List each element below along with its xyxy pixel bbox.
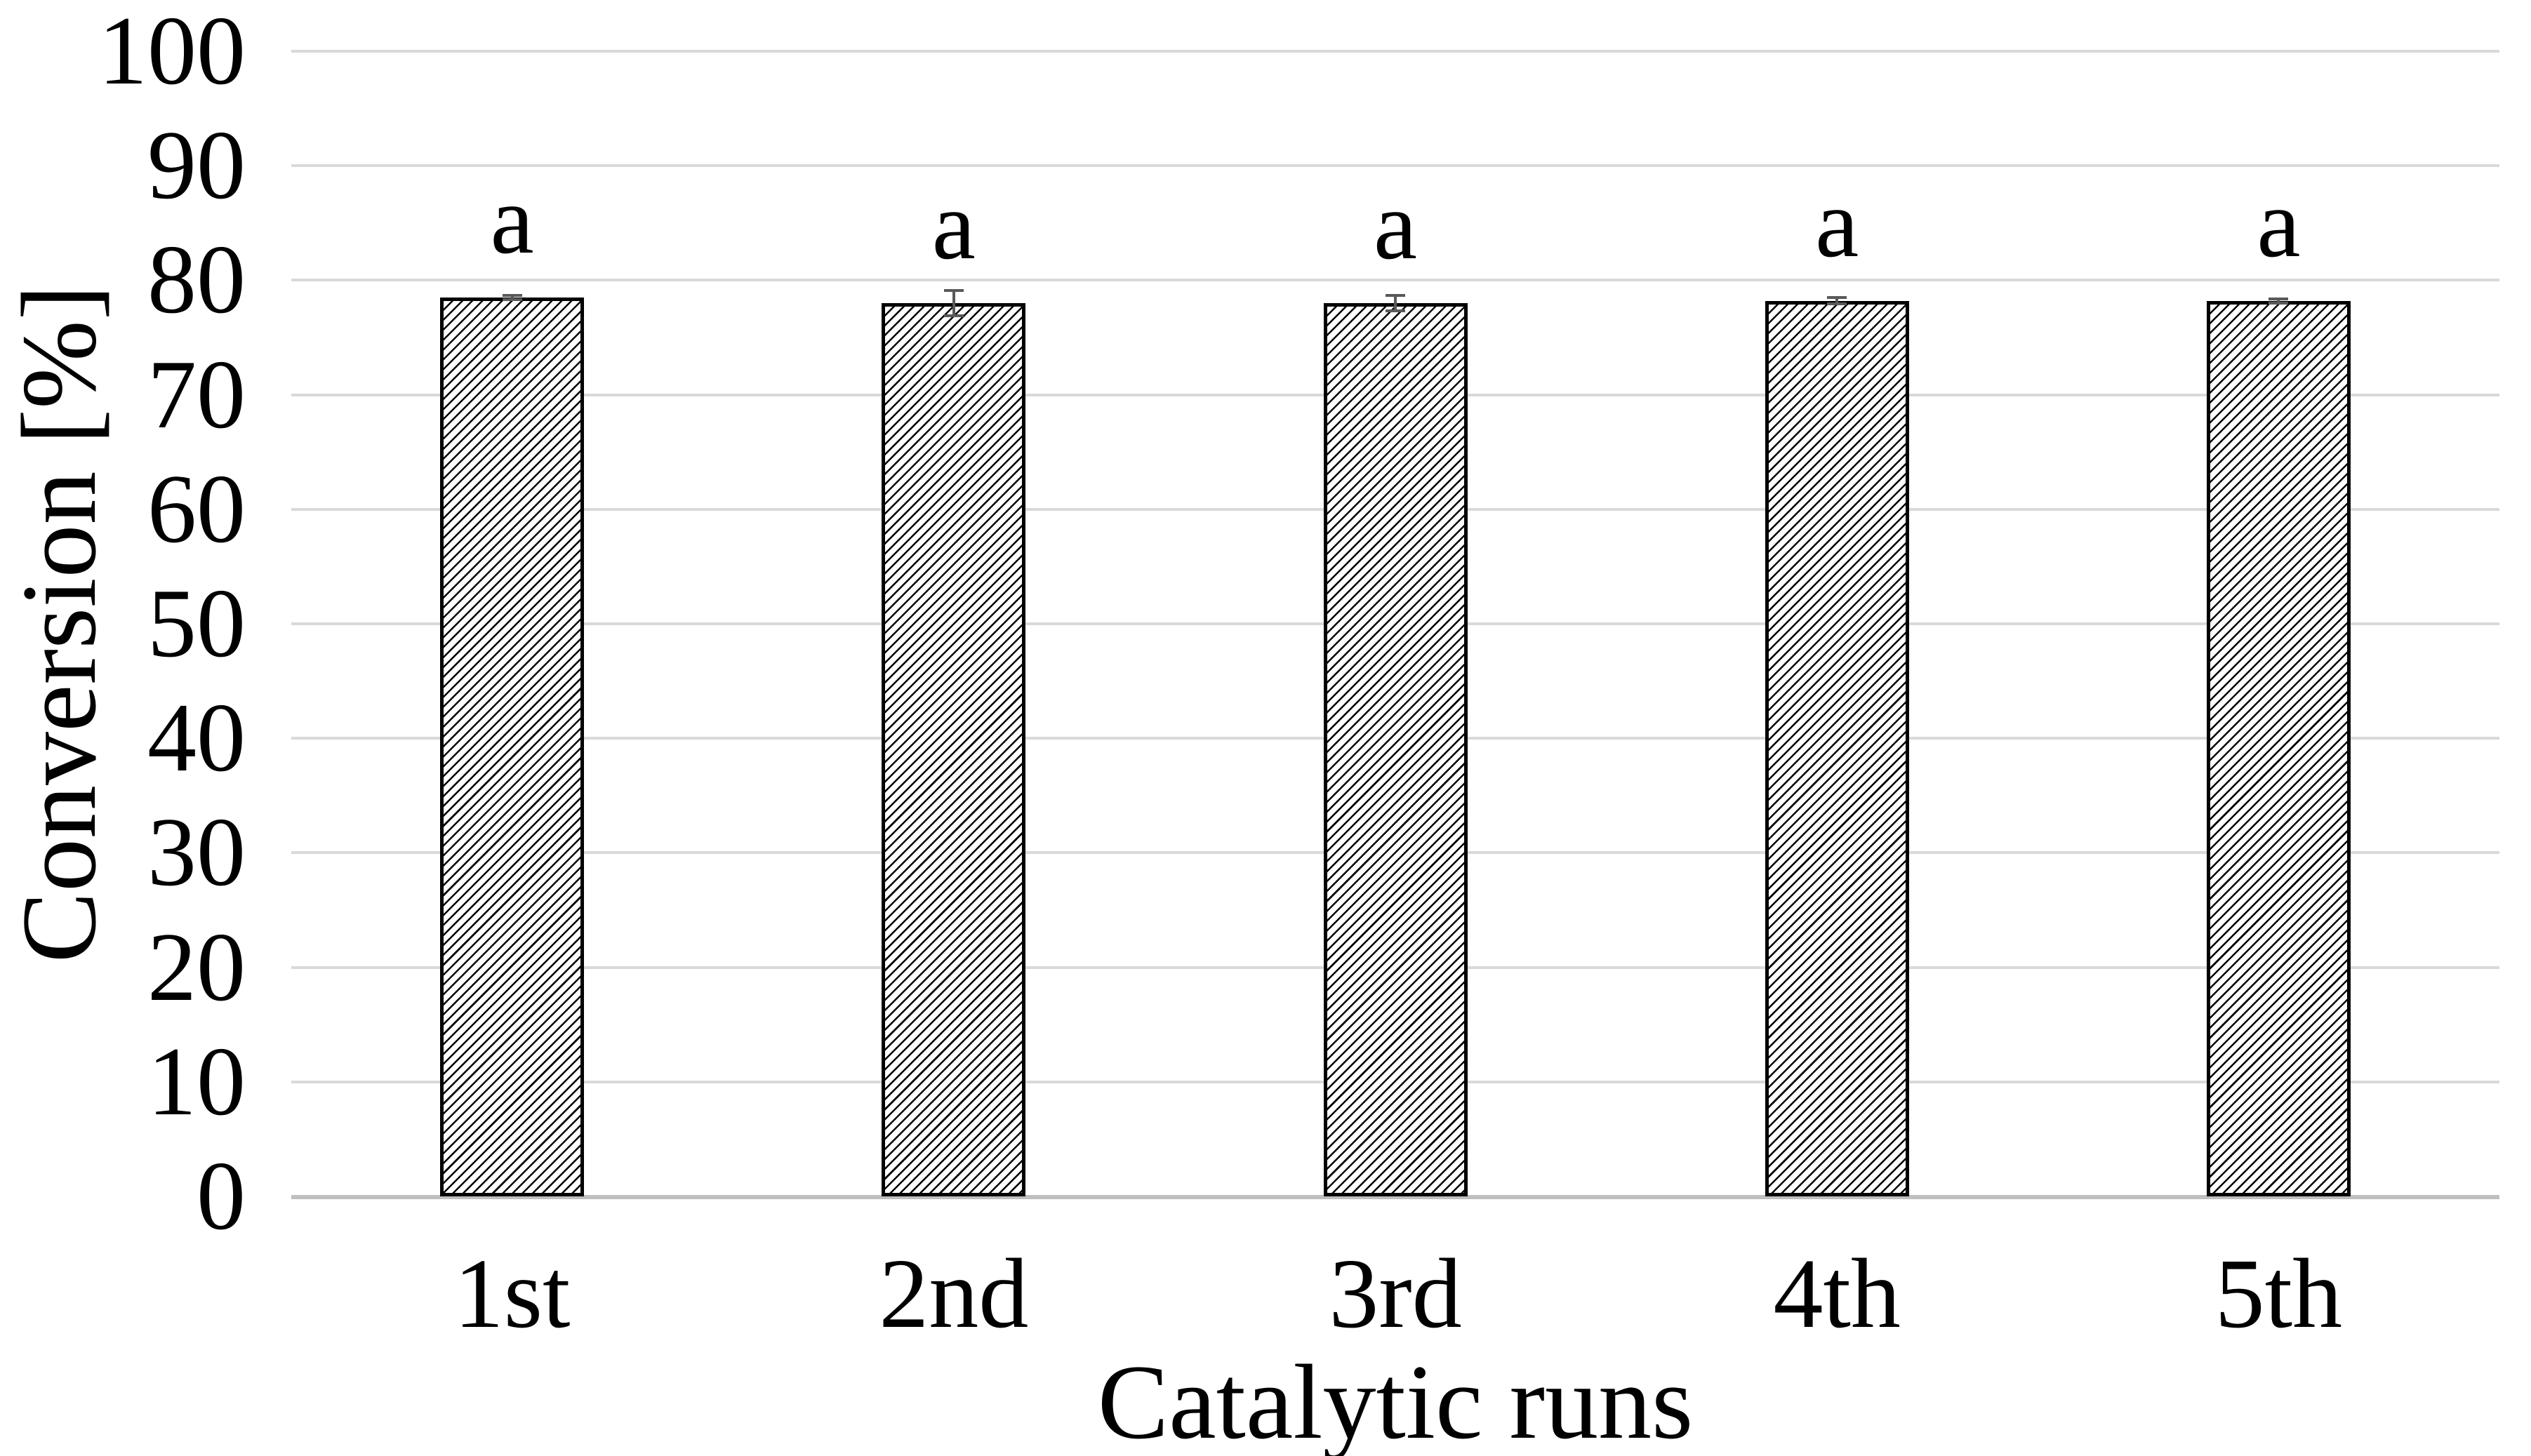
x-axis-title: Catalytic runs bbox=[1097, 1343, 1694, 1456]
bar-5th bbox=[2206, 300, 2351, 1196]
bar-annotation: a bbox=[1815, 168, 1859, 278]
gridline bbox=[291, 50, 2499, 53]
x-tick-label: 3rd bbox=[1329, 1238, 1462, 1349]
x-tick-label: 2nd bbox=[879, 1238, 1029, 1349]
error-bar-stem bbox=[510, 293, 514, 301]
error-bar bbox=[1827, 296, 1847, 306]
bar-1st bbox=[440, 297, 585, 1196]
y-tick-label: 90 bbox=[147, 111, 246, 220]
y-tick-label: 60 bbox=[147, 454, 246, 563]
y-tick-label: 0 bbox=[197, 1142, 246, 1250]
y-tick-label: 100 bbox=[98, 0, 246, 105]
error-bar-stem bbox=[1835, 296, 1839, 306]
error-bar bbox=[502, 293, 522, 301]
gridline bbox=[291, 279, 2499, 282]
bar-annotation: a bbox=[931, 171, 976, 281]
error-bar-cap-bottom bbox=[2268, 301, 2289, 305]
bar-4th bbox=[1765, 300, 1909, 1196]
error-bar-cap-top bbox=[1386, 293, 1405, 297]
error-bar-cap-top bbox=[943, 289, 964, 293]
error-bar-cap-bottom bbox=[1827, 302, 1847, 306]
bar-2nd bbox=[882, 303, 1026, 1196]
y-tick-label: 30 bbox=[147, 798, 246, 907]
x-tick-label: 4th bbox=[1773, 1238, 1901, 1349]
error-bar bbox=[2268, 297, 2289, 305]
error-bar-stem bbox=[952, 289, 955, 317]
error-bar bbox=[943, 289, 964, 317]
error-bar-cap-top bbox=[1827, 296, 1847, 300]
error-bar-cap-top bbox=[502, 293, 522, 297]
y-tick-label: 80 bbox=[147, 225, 246, 335]
y-tick-label: 40 bbox=[147, 683, 246, 793]
bar-annotation: a bbox=[490, 165, 534, 274]
y-tick-label: 50 bbox=[147, 569, 246, 678]
error-bar-stem bbox=[1394, 293, 1397, 313]
bar-annotation: a bbox=[2257, 168, 2301, 278]
y-tick-label: 70 bbox=[147, 340, 246, 449]
error-bar-cap-bottom bbox=[1386, 309, 1405, 313]
x-tick-label: 1st bbox=[453, 1238, 571, 1349]
error-bar-cap-bottom bbox=[502, 298, 522, 301]
x-tick-label: 5th bbox=[2214, 1238, 2343, 1349]
gridline bbox=[291, 164, 2499, 168]
bar-3rd bbox=[1323, 303, 1468, 1196]
y-tick-label: 10 bbox=[147, 1027, 246, 1136]
error-bar-cap-top bbox=[2268, 297, 2289, 300]
bar-annotation: a bbox=[1373, 171, 1418, 281]
error-bar bbox=[1386, 293, 1405, 313]
error-bar-cap-bottom bbox=[943, 314, 964, 317]
y-tick-label: 20 bbox=[147, 912, 246, 1022]
error-bar-stem bbox=[2277, 297, 2280, 305]
x-axis-line bbox=[291, 1195, 2499, 1199]
